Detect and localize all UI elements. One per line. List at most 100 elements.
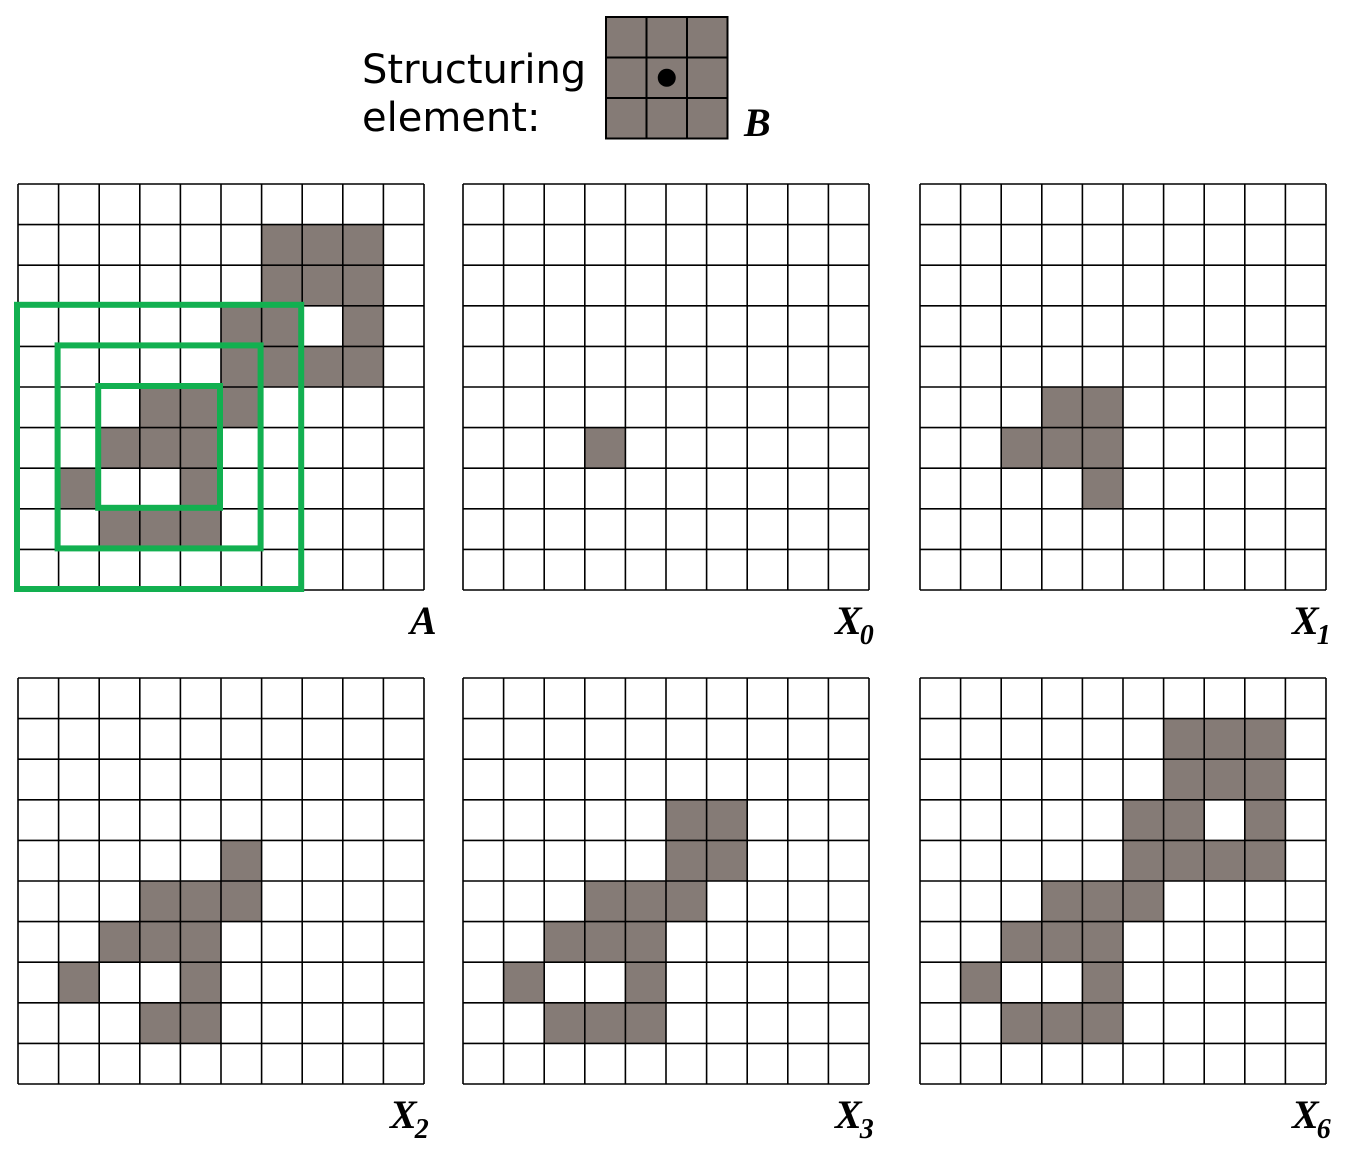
filled-cell — [261, 224, 303, 266]
panel-label-main: X — [833, 1092, 863, 1137]
filled-cell — [180, 881, 221, 922]
filled-cell — [342, 224, 384, 266]
panel-label: X6 — [1290, 1092, 1331, 1145]
filled-cell — [139, 387, 181, 428]
panel-label-subscript: 3 — [859, 1114, 874, 1145]
filled-cell — [625, 1002, 666, 1044]
filled-cell — [706, 799, 748, 841]
panel-label-subscript: 6 — [1317, 1114, 1331, 1145]
panel-x0: X0 — [462, 183, 874, 651]
filled-cell — [1082, 962, 1123, 1003]
panel-x6: X6 — [919, 677, 1331, 1145]
panel-label-main: X — [833, 598, 863, 643]
panel-a: A — [14, 183, 437, 643]
structuring-element-cell — [605, 56, 648, 99]
panel-label-subscript: 1 — [1317, 620, 1331, 651]
filled-cell — [1001, 1002, 1042, 1044]
structuring-element-grid — [605, 16, 729, 140]
filled-cell — [342, 265, 384, 306]
filled-cell — [625, 921, 666, 963]
panel-label-main: X — [1290, 1092, 1320, 1137]
filled-cell — [1244, 840, 1286, 881]
structuring-element-cell — [605, 16, 648, 59]
filled-cell — [302, 346, 343, 387]
panel-label: X2 — [388, 1092, 429, 1145]
structuring-element-cell — [686, 97, 729, 140]
filled-cell — [221, 346, 262, 387]
filled-cell — [1001, 427, 1042, 469]
filled-cell — [180, 1002, 221, 1044]
filled-cell — [261, 305, 303, 347]
caption-line-2: element: — [362, 95, 541, 141]
filled-cell — [1244, 759, 1286, 800]
filled-cell — [625, 881, 666, 922]
highlight-box — [14, 301, 305, 592]
panel-label-main: X — [1290, 598, 1320, 643]
filled-cell — [58, 468, 100, 509]
filled-cell — [261, 346, 303, 387]
panel-label: X1 — [1290, 598, 1331, 651]
filled-cell — [584, 921, 626, 963]
filled-cell — [1082, 881, 1123, 922]
filled-cell — [1082, 921, 1123, 963]
panel-label: X0 — [833, 598, 874, 651]
filled-cell — [1001, 921, 1042, 963]
filled-cell — [1204, 840, 1245, 881]
filled-cell — [1041, 427, 1083, 469]
panel-label: X3 — [833, 1092, 874, 1145]
panel-label-main: A — [407, 598, 437, 643]
highlight-box — [95, 383, 223, 511]
structuring-element-cell — [686, 56, 729, 99]
filled-cell — [139, 921, 181, 963]
filled-cell — [1163, 718, 1205, 760]
filled-cell — [1163, 799, 1205, 841]
structuring-element-cell — [686, 16, 729, 59]
panel-x1: X1 — [919, 183, 1331, 651]
filled-cell — [1041, 881, 1083, 922]
filled-cell — [221, 881, 262, 922]
filled-cell — [625, 962, 666, 1003]
structuring-element-label: B — [743, 100, 771, 145]
filled-cell — [139, 427, 181, 469]
filled-cell — [1082, 468, 1123, 509]
filled-cell — [1244, 799, 1286, 841]
filled-cell — [1041, 387, 1083, 428]
filled-cell — [960, 962, 1002, 1003]
filled-cell — [1041, 921, 1083, 963]
filled-cell — [544, 1002, 585, 1044]
highlight-box — [54, 342, 264, 552]
filled-cell — [221, 305, 262, 347]
filled-cell — [1123, 799, 1164, 841]
filled-cell — [544, 921, 585, 963]
structuring-element-cell — [605, 97, 648, 140]
filled-cell — [584, 427, 626, 469]
filled-cell — [180, 468, 221, 509]
filled-cell — [139, 508, 181, 550]
filled-cell — [706, 840, 748, 881]
filled-cell — [1082, 427, 1123, 469]
filled-cell — [1163, 840, 1205, 881]
panel-label-main: X — [388, 1092, 418, 1137]
filled-cell — [99, 921, 140, 963]
filled-cell — [666, 840, 707, 881]
filled-cell — [180, 962, 221, 1003]
filled-cell — [1123, 840, 1164, 881]
panel-x2: X2 — [17, 677, 429, 1145]
filled-cell — [1041, 1002, 1083, 1044]
panel-label: A — [407, 598, 437, 643]
filled-cell — [1123, 881, 1164, 922]
filled-cell — [180, 508, 221, 550]
structuring-element-cell — [645, 97, 688, 140]
filled-cell — [180, 387, 221, 428]
filled-cell — [342, 346, 384, 387]
panel-x3: X3 — [462, 677, 874, 1145]
filled-cell — [99, 427, 140, 469]
filled-cell — [1204, 718, 1245, 760]
filled-cell — [180, 921, 221, 963]
filled-cell — [302, 265, 343, 306]
filled-cell — [139, 1002, 181, 1044]
filled-cell — [584, 1002, 626, 1044]
filled-cell — [666, 799, 707, 841]
